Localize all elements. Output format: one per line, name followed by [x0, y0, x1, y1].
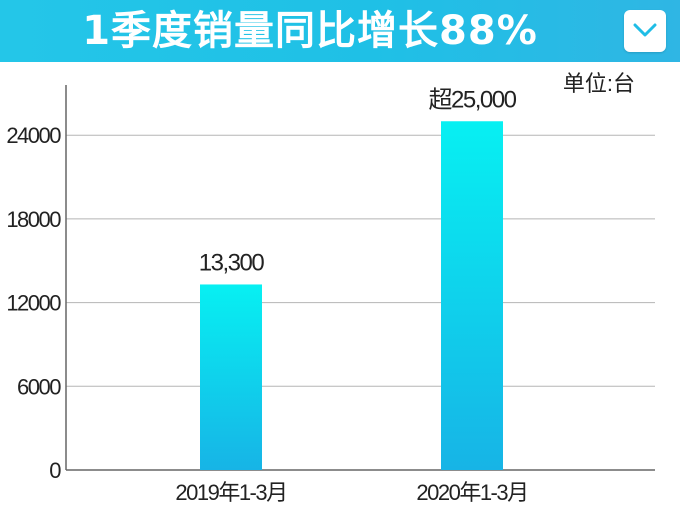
y-tick-label: 24000	[6, 123, 61, 148]
y-tick-label: 12000	[6, 291, 61, 316]
bar	[441, 121, 503, 470]
y-tick-label: 0	[49, 458, 61, 483]
title-banner: 1季度销量同比增长88%	[0, 0, 680, 62]
chevron-down-icon	[633, 23, 657, 37]
dropdown-button[interactable]	[624, 10, 666, 52]
bar	[200, 284, 262, 470]
x-tick-label: 2020年1-3月	[416, 480, 527, 505]
bar-data-label: 13,300	[199, 249, 265, 276]
y-tick-label: 18000	[6, 207, 61, 232]
unit-label: 单位:台	[563, 71, 635, 96]
bar-data-label: 超25,000	[429, 86, 517, 113]
grid-lines	[66, 134, 655, 387]
y-tick-label: 6000	[17, 374, 61, 399]
page-title: 1季度销量同比增长88%	[82, 8, 538, 54]
x-tick-label: 2019年1-3月	[175, 480, 286, 505]
